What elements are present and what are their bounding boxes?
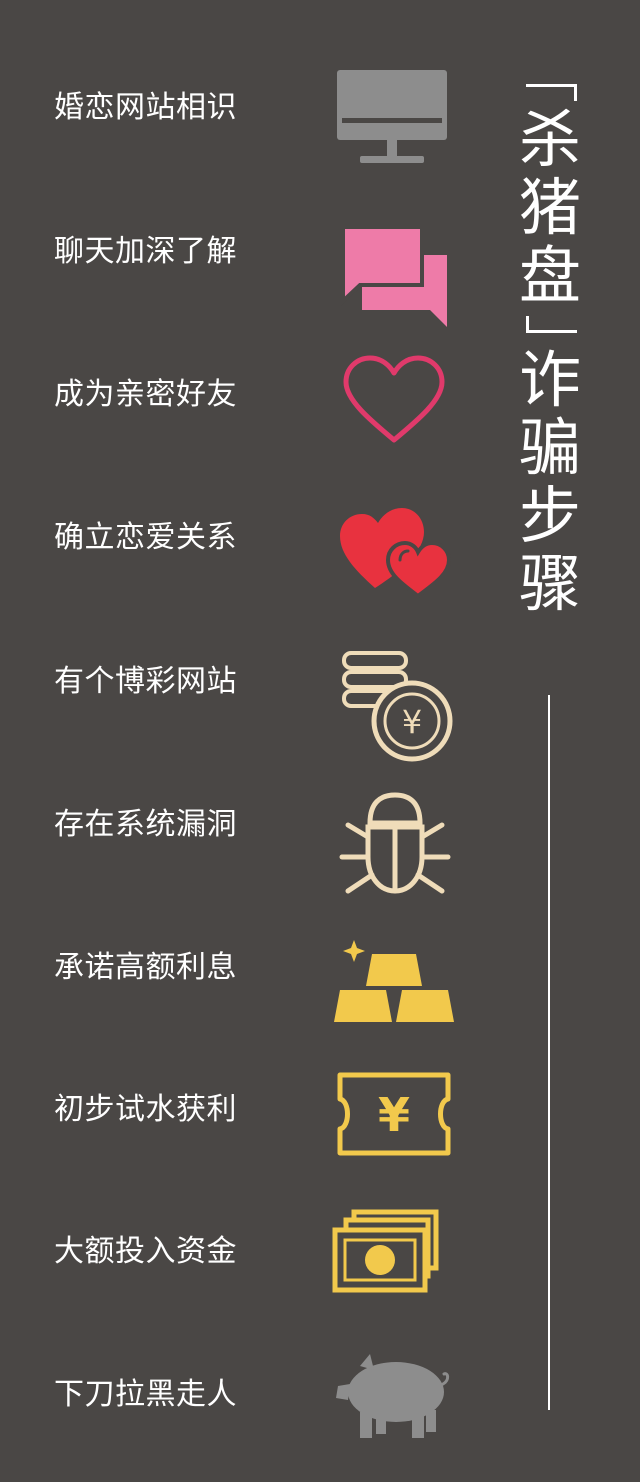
step-label-9: 大额投入资金 xyxy=(54,1234,237,1269)
svg-text:¥: ¥ xyxy=(378,1088,410,1142)
title-char-2: 猪 xyxy=(518,171,581,244)
gold-bars-icon xyxy=(330,930,460,1050)
pig-icon xyxy=(330,1340,460,1460)
title-divider-line xyxy=(548,695,550,1410)
title-char-1: 杀 xyxy=(518,103,581,176)
title-char-7: 骤 xyxy=(518,547,581,620)
chat-bubbles-icon xyxy=(330,215,460,335)
double-heart-icon xyxy=(330,488,460,608)
step-label-10: 下刀拉黑走人 xyxy=(54,1377,237,1412)
vertical-title: 杀 猪 盘 诈 骗 步 骤 xyxy=(508,70,592,690)
title-char-4: 诈 xyxy=(518,343,581,416)
cash-stack-icon xyxy=(330,1198,460,1318)
title-bracket-close xyxy=(508,310,592,346)
step-label-7: 承诺高额利息 xyxy=(54,950,237,985)
step-label-8: 初步试水获利 xyxy=(54,1092,237,1127)
step-label-6: 存在系统漏洞 xyxy=(54,807,237,842)
step-label-2: 聊天加深了解 xyxy=(54,234,237,269)
yuan-ticket-icon: ¥ xyxy=(330,1055,460,1175)
title-char-6: 步 xyxy=(518,479,581,552)
title-char-3: 盘 xyxy=(518,239,581,312)
step-label-4: 确立恋爱关系 xyxy=(54,520,237,555)
step-label-1: 婚恋网站相识 xyxy=(54,90,237,125)
step-label-3: 成为亲密好友 xyxy=(54,377,237,412)
svg-text:¥: ¥ xyxy=(402,703,422,741)
coins-yuan-icon: ¥ xyxy=(330,645,460,765)
computer-monitor-icon xyxy=(330,58,460,178)
step-label-5: 有个博彩网站 xyxy=(54,664,237,699)
title-char-5: 骗 xyxy=(518,411,581,484)
title-bracket-open xyxy=(508,70,592,106)
bug-icon xyxy=(330,785,460,905)
heart-outline-icon xyxy=(330,340,460,460)
